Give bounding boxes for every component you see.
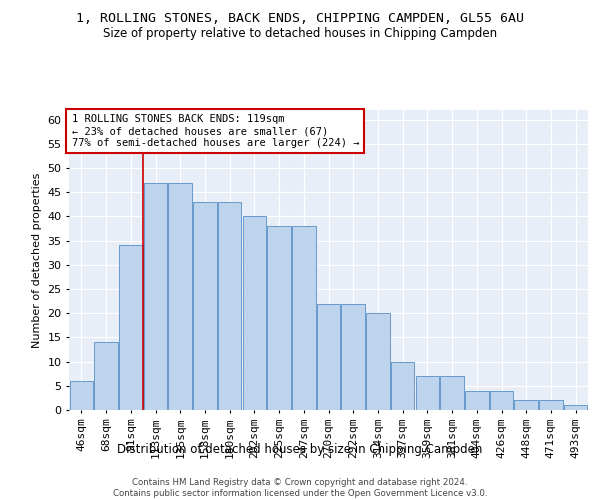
Bar xyxy=(490,390,513,410)
Text: Distribution of detached houses by size in Chipping Campden: Distribution of detached houses by size … xyxy=(118,442,482,456)
Y-axis label: Number of detached properties: Number of detached properties xyxy=(32,172,41,348)
Bar xyxy=(317,304,340,410)
Bar xyxy=(94,342,118,410)
Bar xyxy=(341,304,365,410)
Bar xyxy=(292,226,316,410)
Text: Size of property relative to detached houses in Chipping Campden: Size of property relative to detached ho… xyxy=(103,28,497,40)
Text: 1, ROLLING STONES, BACK ENDS, CHIPPING CAMPDEN, GL55 6AU: 1, ROLLING STONES, BACK ENDS, CHIPPING C… xyxy=(76,12,524,26)
Bar xyxy=(465,390,488,410)
Bar xyxy=(416,376,439,410)
Bar xyxy=(440,376,464,410)
Bar xyxy=(391,362,415,410)
Bar xyxy=(539,400,563,410)
Bar xyxy=(564,405,587,410)
Bar xyxy=(193,202,217,410)
Text: 1 ROLLING STONES BACK ENDS: 119sqm
← 23% of detached houses are smaller (67)
77%: 1 ROLLING STONES BACK ENDS: 119sqm ← 23%… xyxy=(71,114,359,148)
Bar xyxy=(119,246,143,410)
Bar xyxy=(144,182,167,410)
Bar xyxy=(268,226,291,410)
Text: Contains HM Land Registry data © Crown copyright and database right 2024.
Contai: Contains HM Land Registry data © Crown c… xyxy=(113,478,487,498)
Bar xyxy=(218,202,241,410)
Bar xyxy=(366,313,389,410)
Bar xyxy=(514,400,538,410)
Bar xyxy=(242,216,266,410)
Bar xyxy=(169,182,192,410)
Bar xyxy=(70,381,93,410)
